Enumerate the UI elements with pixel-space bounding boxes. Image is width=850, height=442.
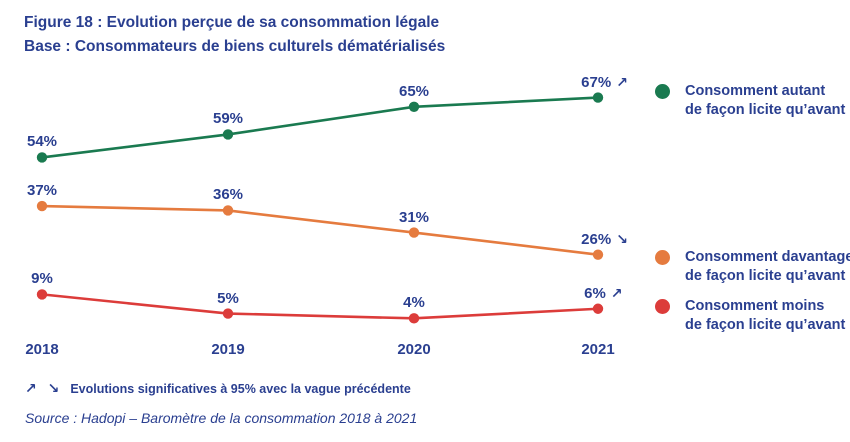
point-label: 65%: [399, 84, 429, 99]
point-value: 5%: [217, 289, 239, 307]
point-label: 4%: [403, 295, 425, 310]
legend-item-green: Consomment autant de façon licite qu’avan…: [655, 82, 845, 120]
trend-arrows-icon: ↗ ↘: [25, 381, 63, 397]
legend-dot-icon: [655, 250, 670, 265]
series-line-orange: [40, 204, 600, 256]
x-axis-label-2019: 2019: [211, 341, 245, 358]
point-label: 9%: [31, 271, 53, 286]
point-value: 9%: [31, 270, 53, 288]
point-value: 59%: [212, 110, 244, 128]
x-axis-label-2020: 2020: [397, 341, 431, 358]
point-label: 36%: [213, 187, 243, 202]
data-point-green: [408, 101, 420, 113]
legend-label-line: de façon licite qu’avant: [685, 317, 846, 333]
point-value: 4%: [403, 294, 425, 312]
data-point-green: [222, 129, 234, 140]
point-label: 59%: [213, 111, 243, 126]
trend-up-icon: ↗: [610, 285, 623, 302]
figure-title-line1: Figure 18 : Evolution perçue de sa conso…: [24, 14, 440, 31]
point-value: 31%: [398, 208, 430, 226]
legend-label: Consomment autant de façon licite qu’avan…: [685, 82, 845, 120]
trend-up-icon: ↗: [616, 74, 628, 91]
footnote-text: Evolutions significatives à 95% avec la …: [70, 382, 411, 396]
data-point-green: [592, 92, 604, 103]
trend-down-icon: ↘: [616, 231, 628, 248]
data-point-red: [408, 313, 420, 324]
legend-label: Consomment davantage de façon licite qu’a…: [685, 248, 850, 286]
point-value: 26%: [581, 230, 612, 248]
point-value: 36%: [212, 186, 244, 204]
significance-footnote: ↗ ↘ Evolutions significatives à 95% avec…: [25, 381, 411, 397]
data-point-orange: [408, 227, 420, 238]
point-value: 6%: [584, 284, 606, 302]
point-value: 65%: [398, 82, 430, 100]
data-point-red: [592, 303, 604, 314]
legend-label-line: de façon licite qu’avant: [685, 102, 846, 118]
point-label: 31%: [399, 210, 429, 225]
data-point-orange: [592, 249, 604, 260]
figure-title: Figure 18 : Evolution perçue de sa conso…: [24, 11, 445, 59]
data-point-orange: [36, 200, 48, 212]
legend-dot-icon: [655, 84, 670, 99]
point-label: 6% ↗: [584, 286, 622, 302]
data-point-orange: [222, 205, 234, 216]
legend-label-line: Consomment moins: [685, 298, 825, 314]
point-value: 67%: [581, 73, 612, 91]
x-axis-label-2021: 2021: [581, 341, 615, 358]
point-label: 54%: [27, 134, 57, 149]
data-point-green: [36, 152, 48, 163]
point-value: 37%: [26, 182, 58, 200]
source-note: Source : Hadopi – Baromètre de la consom…: [25, 410, 418, 426]
legend-label-line: Consomment autant: [685, 83, 826, 99]
legend-item-red: Consomment moins de façon licite qu’avant: [655, 297, 845, 335]
series-line-red: [40, 293, 600, 320]
x-axis-label-2018: 2018: [25, 341, 59, 358]
point-label: 26% ↘: [581, 232, 628, 248]
series-line-green: [40, 96, 600, 159]
figure-title-line2: Base : Consommateurs de biens culturels …: [24, 38, 446, 55]
legend-item-orange: Consomment davantage de façon licite qu’a…: [655, 248, 850, 286]
point-value: 54%: [26, 133, 58, 151]
point-label: 67% ↗: [581, 75, 628, 91]
point-label: 37%: [27, 183, 57, 198]
point-label: 5%: [217, 291, 239, 306]
legend-dot-icon: [655, 299, 670, 314]
data-point-red: [36, 289, 48, 300]
legend-label: Consomment moins de façon licite qu’avant: [685, 297, 845, 335]
data-point-red: [222, 308, 234, 319]
legend-label-line: Consomment davantage: [685, 249, 850, 265]
legend-label-line: de façon licite qu’avant: [685, 268, 846, 284]
